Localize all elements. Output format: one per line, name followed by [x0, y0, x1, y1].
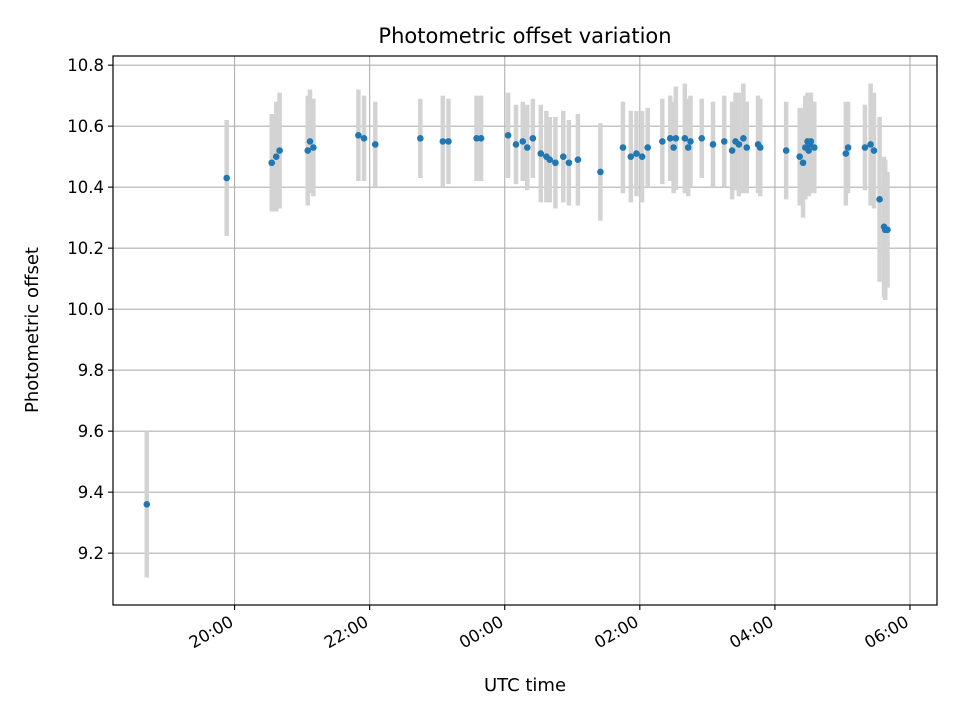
data-point: [268, 159, 276, 167]
data-point: [659, 138, 666, 145]
data-point: [537, 150, 545, 157]
data-point: [870, 147, 878, 154]
y-tick-label: 9.6: [78, 422, 104, 441]
data-point: [552, 159, 559, 167]
data-point: [782, 147, 790, 154]
data-point: [876, 196, 883, 203]
data-point: [844, 144, 852, 151]
data-point: [644, 144, 651, 151]
data-point: [756, 144, 764, 151]
data-point: [519, 138, 527, 145]
data-point: [728, 147, 736, 154]
data-point: [304, 147, 312, 154]
data-point: [559, 153, 567, 160]
data-point: [445, 138, 452, 145]
y-tick-label: 9.4: [78, 483, 104, 502]
data-point: [546, 156, 554, 163]
data-point: [276, 147, 283, 154]
data-point: [796, 153, 803, 160]
data-point: [574, 156, 582, 163]
data-point: [807, 138, 815, 145]
y-tick-label: 9.2: [78, 544, 104, 563]
y-tick-label: 10.4: [67, 178, 104, 197]
data-point: [698, 135, 706, 142]
data-point: [529, 135, 537, 142]
plot-frame: [112, 55, 938, 606]
data-point: [735, 141, 743, 148]
y-axis-label: Photometric offset: [22, 247, 43, 413]
data-point: [355, 132, 362, 139]
data-point: [681, 135, 689, 142]
data-point: [597, 168, 604, 176]
data-point: [360, 135, 368, 142]
data-point: [627, 153, 635, 160]
y-tick-label: 10.6: [67, 117, 104, 136]
data-point: [619, 144, 627, 151]
data-point: [666, 135, 674, 142]
data-point: [805, 147, 812, 154]
y-tick-label: 10.0: [67, 300, 104, 319]
data-point: [223, 174, 230, 182]
grid: [113, 56, 937, 605]
data-point: [867, 141, 874, 148]
x-axis-label: UTC time: [484, 675, 566, 696]
y-axis: 9.2 9.4 9.6 9.8 10.0 10.2 10.4 10.6 10.8: [67, 56, 113, 563]
data-point: [861, 144, 869, 151]
data-point: [709, 141, 717, 148]
data-point: [371, 141, 379, 148]
data-point: [417, 135, 424, 142]
data-point: [477, 135, 485, 142]
data-point: [811, 144, 818, 151]
data-point: [799, 159, 807, 167]
data-point: [842, 150, 850, 157]
data-point: [272, 153, 280, 160]
data-point: [672, 135, 680, 142]
data-point: [306, 138, 314, 145]
data-point: [684, 144, 692, 151]
data-point: [740, 135, 747, 142]
data-point: [670, 144, 677, 151]
data-point: [310, 144, 317, 151]
data-point: [687, 138, 694, 145]
data-point: [512, 141, 520, 148]
data-point: [523, 144, 531, 151]
data-point: [743, 144, 751, 151]
data-points: [143, 132, 891, 508]
data-point: [504, 132, 512, 139]
y-tick-label: 9.8: [78, 361, 104, 380]
data-point: [565, 159, 573, 167]
chart-title: Photometric offset variation: [378, 24, 671, 48]
data-point: [638, 153, 646, 160]
data-point: [720, 138, 728, 145]
data-point: [143, 501, 151, 508]
data-point: [439, 138, 447, 145]
y-tick-label: 10.2: [67, 239, 104, 258]
data-point: [633, 150, 640, 157]
data-point: [884, 226, 891, 234]
y-tick-label: 10.8: [67, 56, 104, 75]
